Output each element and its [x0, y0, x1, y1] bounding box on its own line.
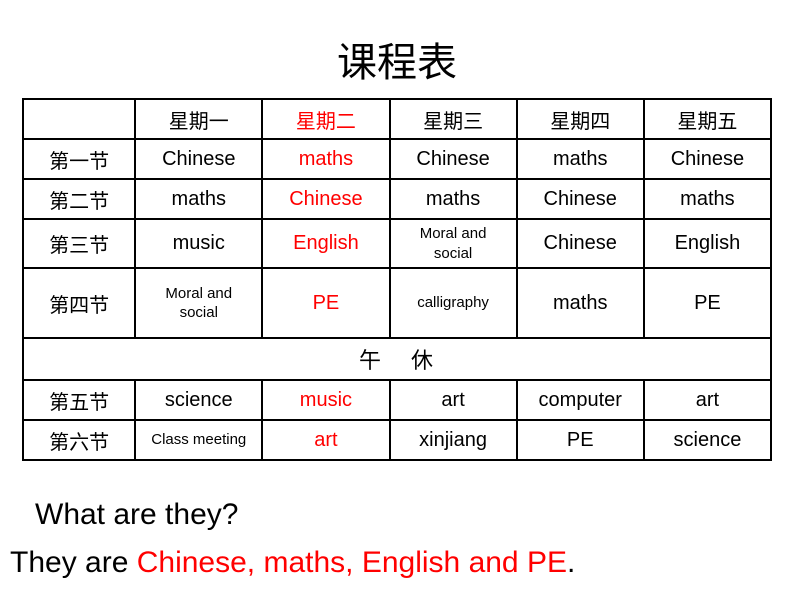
row-header: 第一节 [23, 139, 135, 179]
cell: Chinese [262, 179, 389, 219]
question-text: What are they? [0, 491, 794, 539]
row-header: 第二节 [23, 179, 135, 219]
cell: maths [644, 179, 771, 219]
cell: PE [644, 268, 771, 338]
break-row: 午休 [23, 338, 771, 380]
row-header: 第六节 [23, 420, 135, 460]
column-header: 星期一 [135, 99, 262, 139]
column-header: 星期二 [262, 99, 389, 139]
cell: maths [390, 179, 517, 219]
cell: Class meeting [135, 420, 262, 460]
column-header: 星期四 [517, 99, 644, 139]
row-header: 第四节 [23, 268, 135, 338]
cell: Chinese [390, 139, 517, 179]
cell: music [262, 380, 389, 420]
cell: music [135, 219, 262, 268]
cell: Moral andsocial [390, 219, 517, 268]
cell: maths [517, 268, 644, 338]
cell: English [262, 219, 389, 268]
answer-prefix: They are [10, 546, 137, 579]
cell: Chinese [644, 139, 771, 179]
cell: maths [262, 139, 389, 179]
answer-highlight: Chinese, maths, English and PE [137, 546, 567, 579]
row-header: 第三节 [23, 219, 135, 268]
cell: English [644, 219, 771, 268]
answer-suffix: . [567, 546, 575, 579]
cell: art [644, 380, 771, 420]
cell: science [135, 380, 262, 420]
schedule-table: 星期一星期二星期三星期四星期五第一节ChinesemathsChinesemat… [22, 98, 772, 461]
cell: maths [517, 139, 644, 179]
cell: Chinese [517, 179, 644, 219]
cell: art [262, 420, 389, 460]
column-header: 星期三 [390, 99, 517, 139]
cell: Moral andsocial [135, 268, 262, 338]
cell: PE [517, 420, 644, 460]
cell: maths [135, 179, 262, 219]
column-header [23, 99, 135, 139]
column-header: 星期五 [644, 99, 771, 139]
cell: science [644, 420, 771, 460]
cell: art [390, 380, 517, 420]
cell: Chinese [517, 219, 644, 268]
cell: computer [517, 380, 644, 420]
answer-text: They are Chinese, maths, English and PE. [0, 539, 794, 587]
cell: calligraphy [390, 268, 517, 338]
cell: Chinese [135, 139, 262, 179]
row-header: 第五节 [23, 380, 135, 420]
qa-section: What are they? They are Chinese, maths, … [0, 491, 794, 587]
cell: xinjiang [390, 420, 517, 460]
page-title: 课程表 [0, 0, 794, 98]
cell: PE [262, 268, 389, 338]
